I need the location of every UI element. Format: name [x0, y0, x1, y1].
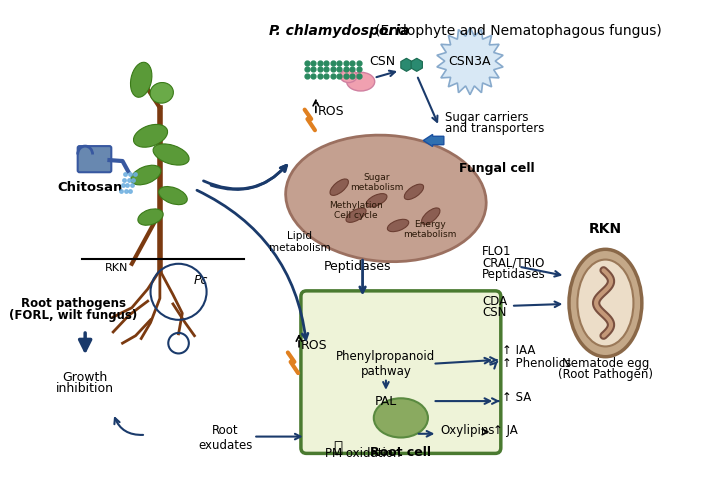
- Text: CSN: CSN: [369, 55, 395, 68]
- Ellipse shape: [404, 184, 424, 200]
- Ellipse shape: [387, 219, 409, 232]
- Text: Root
exudates: Root exudates: [198, 424, 252, 453]
- Text: ↑ SA: ↑ SA: [502, 391, 531, 404]
- FancyBboxPatch shape: [301, 291, 501, 454]
- Ellipse shape: [366, 194, 387, 207]
- Ellipse shape: [347, 72, 375, 91]
- Ellipse shape: [133, 124, 168, 147]
- Ellipse shape: [330, 179, 349, 195]
- Text: RKN: RKN: [106, 263, 128, 274]
- Ellipse shape: [130, 62, 152, 97]
- Text: RKN: RKN: [589, 222, 622, 236]
- Text: Nematode egg: Nematode egg: [562, 357, 649, 370]
- Ellipse shape: [346, 208, 366, 222]
- Ellipse shape: [138, 209, 163, 225]
- Text: (Root Pathogen): (Root Pathogen): [558, 368, 653, 382]
- Text: ↑ Phenolics: ↑ Phenolics: [502, 357, 571, 370]
- Text: inhibition: inhibition: [56, 383, 114, 395]
- Ellipse shape: [578, 260, 633, 347]
- Text: (Endophyte and Nematophagous fungus): (Endophyte and Nematophagous fungus): [375, 24, 662, 38]
- Text: CSN3A: CSN3A: [448, 55, 491, 68]
- Text: ROS: ROS: [318, 105, 344, 118]
- Text: ↑ JA: ↑ JA: [493, 423, 518, 436]
- Text: CRAL/TRIO: CRAL/TRIO: [482, 256, 545, 269]
- Text: CDA: CDA: [482, 295, 507, 308]
- Ellipse shape: [150, 82, 173, 103]
- Text: ↑ IAA: ↑ IAA: [502, 344, 535, 357]
- Ellipse shape: [421, 208, 440, 224]
- Text: PM oxidation: PM oxidation: [325, 447, 400, 460]
- Text: Root pathogens: Root pathogens: [21, 297, 125, 311]
- Text: and transporters: and transporters: [445, 122, 544, 135]
- Ellipse shape: [340, 70, 357, 82]
- FancyArrow shape: [424, 135, 443, 146]
- Text: Methylation
Cell cycle: Methylation Cell cycle: [329, 201, 383, 220]
- Ellipse shape: [374, 398, 428, 437]
- Text: FLO1: FLO1: [482, 245, 512, 258]
- Ellipse shape: [153, 144, 189, 165]
- Text: PAL: PAL: [375, 394, 397, 408]
- Text: 🔥: 🔥: [333, 440, 342, 456]
- Text: Chitosan: Chitosan: [57, 181, 123, 194]
- Text: Pc: Pc: [194, 274, 208, 287]
- Polygon shape: [437, 28, 503, 95]
- Text: (FORL, wilt fungus): (FORL, wilt fungus): [9, 309, 137, 321]
- Text: CSN: CSN: [482, 306, 506, 319]
- Text: Lipid
metabolism: Lipid metabolism: [270, 232, 331, 253]
- Text: Sugar
metabolism: Sugar metabolism: [350, 173, 404, 192]
- Text: Fungal cell: Fungal cell: [458, 162, 535, 175]
- Ellipse shape: [130, 165, 161, 185]
- Text: Peptidases: Peptidases: [324, 260, 391, 273]
- FancyBboxPatch shape: [78, 146, 111, 172]
- Text: ROS: ROS: [301, 340, 327, 352]
- Text: Phenylpropanoid
pathway: Phenylpropanoid pathway: [337, 350, 436, 378]
- Text: P. chlamydosporia: P. chlamydosporia: [270, 24, 409, 38]
- Ellipse shape: [286, 135, 486, 262]
- Text: Sugar carriers: Sugar carriers: [445, 110, 528, 124]
- Text: Growth: Growth: [63, 371, 108, 384]
- Text: Root cell: Root cell: [370, 446, 431, 459]
- Text: Peptidases: Peptidases: [482, 268, 546, 281]
- Text: Oxylipins: Oxylipins: [440, 423, 495, 436]
- Text: Energy
metabolism: Energy metabolism: [403, 219, 456, 239]
- Ellipse shape: [159, 186, 188, 205]
- Ellipse shape: [569, 249, 642, 357]
